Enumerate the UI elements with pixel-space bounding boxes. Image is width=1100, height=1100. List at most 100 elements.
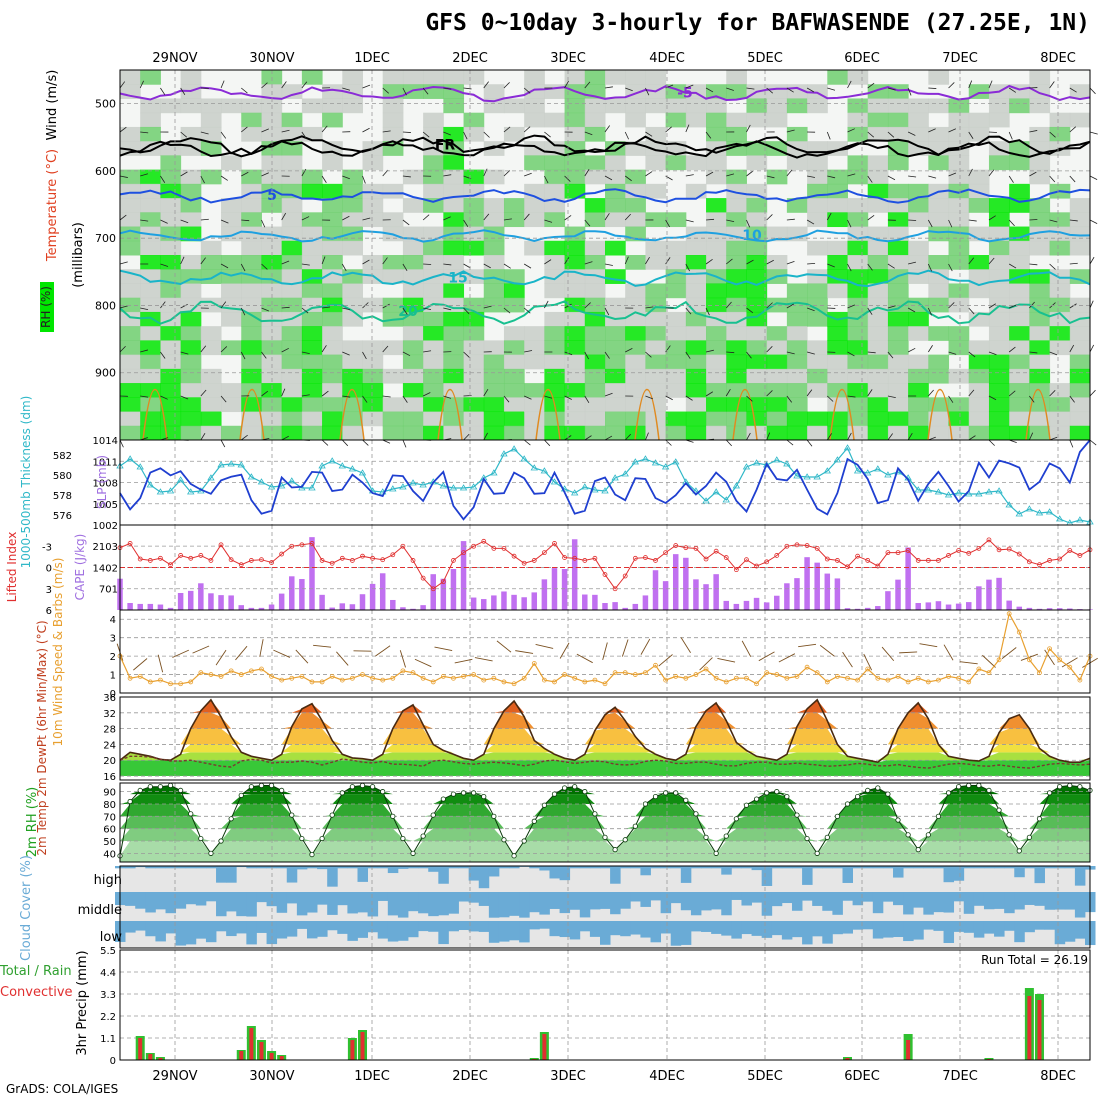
rh-cell bbox=[867, 183, 889, 199]
rh-cell bbox=[665, 212, 687, 228]
cloud-cell bbox=[418, 866, 429, 869]
rh-marker bbox=[673, 790, 679, 796]
cloud-cell bbox=[448, 921, 459, 932]
cloud-cell bbox=[236, 866, 247, 868]
rh-cell bbox=[928, 326, 950, 341]
rh-cell bbox=[887, 240, 909, 256]
rh-cell bbox=[483, 397, 505, 413]
rh-cell bbox=[786, 368, 808, 384]
rh-cell bbox=[120, 425, 141, 441]
rh-marker bbox=[945, 790, 952, 796]
rh-cell bbox=[605, 183, 626, 199]
cape-bar bbox=[1067, 608, 1073, 610]
rh-cell bbox=[342, 311, 363, 327]
wind-barb bbox=[119, 345, 126, 353]
wind-barb bbox=[220, 439, 226, 448]
rh-cell bbox=[180, 141, 202, 156]
cloud-cell bbox=[569, 866, 581, 869]
wind-barb bbox=[786, 87, 794, 93]
rh-cell bbox=[1029, 226, 1051, 242]
cape-bar bbox=[814, 562, 820, 610]
lifted-index-marker bbox=[713, 548, 719, 554]
thickness-marker bbox=[227, 460, 235, 467]
rh-cell bbox=[928, 368, 950, 384]
rh-cell bbox=[362, 340, 384, 356]
wind-barb bbox=[564, 303, 572, 309]
rh-cell bbox=[847, 155, 869, 171]
wind-barb bbox=[220, 301, 227, 309]
wind-barb bbox=[1049, 351, 1058, 356]
date-label-top: 2DEC bbox=[452, 51, 488, 66]
wind-barb bbox=[806, 307, 815, 312]
lifted-index-marker bbox=[865, 558, 871, 563]
rh-cell bbox=[1029, 340, 1051, 356]
cloud-cell bbox=[862, 892, 874, 902]
wind-barb bbox=[443, 263, 452, 266]
rh-cell bbox=[1009, 411, 1030, 427]
date-label-top: 5DEC bbox=[747, 51, 783, 66]
rh-cell bbox=[625, 183, 646, 199]
cloud-cell bbox=[125, 892, 136, 906]
thickness-marker bbox=[712, 488, 720, 495]
wind-barb bbox=[362, 259, 370, 265]
cloud-cell bbox=[650, 892, 662, 901]
cloud-cell bbox=[579, 866, 591, 869]
rh-cell bbox=[625, 198, 646, 213]
rh-cell bbox=[928, 70, 950, 85]
date-label-bottom: 7DEC bbox=[942, 1069, 978, 1084]
rh-cell bbox=[120, 183, 141, 199]
rh-cell bbox=[584, 70, 606, 85]
lifted-index-marker bbox=[451, 558, 456, 563]
cloud-cell bbox=[640, 866, 651, 876]
wind-barb bbox=[281, 81, 287, 89]
panel-frame bbox=[119, 609, 1091, 694]
rh-cell bbox=[1009, 340, 1030, 356]
rh-cell bbox=[625, 297, 646, 313]
wind-barb bbox=[948, 302, 955, 309]
rh-cell bbox=[928, 226, 950, 242]
rh-cell bbox=[322, 311, 343, 327]
rh-cell bbox=[140, 98, 161, 114]
wind-speed-marker bbox=[966, 679, 972, 685]
cloud-cell bbox=[185, 892, 197, 905]
rh-cell bbox=[827, 354, 848, 370]
cloud-cell bbox=[468, 921, 480, 932]
wind-barb bbox=[463, 131, 468, 140]
precip-legend-convective: Convective bbox=[0, 985, 73, 1000]
rh-cell bbox=[443, 354, 465, 370]
cloud-cell bbox=[226, 892, 237, 912]
wind-barb bbox=[321, 439, 329, 446]
wind-barb bbox=[281, 435, 289, 441]
rh-cell bbox=[362, 212, 384, 228]
wind-barb bbox=[483, 81, 489, 89]
rh-cell bbox=[402, 198, 424, 213]
rh-cell bbox=[847, 383, 869, 398]
wind-barb bbox=[503, 263, 511, 269]
wind-speed-marker bbox=[491, 675, 497, 681]
rh-cell bbox=[605, 397, 626, 413]
wind-barb bbox=[503, 395, 510, 403]
rh-cell bbox=[402, 368, 424, 384]
wind-barb bbox=[741, 640, 752, 657]
rh-cell bbox=[887, 311, 909, 327]
rh-cell bbox=[463, 212, 485, 228]
rh-cell bbox=[605, 212, 626, 228]
rh-cell bbox=[807, 212, 828, 228]
lifted-index-marker bbox=[905, 548, 911, 553]
lifted-index-marker bbox=[895, 550, 901, 556]
cape-bar bbox=[733, 603, 740, 610]
rh-cell bbox=[584, 297, 606, 313]
cloud-cell bbox=[569, 892, 581, 910]
wind-barb bbox=[1089, 344, 1095, 353]
thickness-marker bbox=[176, 476, 185, 483]
wind-barb bbox=[273, 649, 291, 658]
rh-cell bbox=[1069, 84, 1091, 99]
rh-cell bbox=[463, 425, 485, 441]
wind-barb bbox=[295, 649, 309, 664]
wind-barb bbox=[434, 646, 453, 652]
rh-cell bbox=[423, 155, 444, 171]
rh-cell bbox=[867, 98, 889, 114]
rh-cell bbox=[301, 169, 323, 185]
cloud-cell bbox=[933, 921, 944, 931]
